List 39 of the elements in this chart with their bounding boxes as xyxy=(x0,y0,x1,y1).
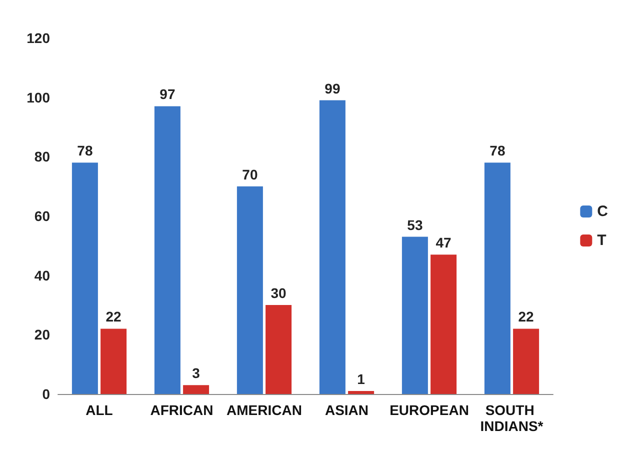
data-label: 30 xyxy=(270,285,287,301)
x-tick-label: ALL xyxy=(86,402,114,418)
data-label: 47 xyxy=(436,234,452,251)
y-tick-label: 100 xyxy=(26,89,50,106)
x-tick-label: SOUTH INDIANS* xyxy=(480,402,544,434)
y-tick-label: 60 xyxy=(34,208,50,224)
bar xyxy=(100,328,127,394)
data-label: 70 xyxy=(242,166,258,182)
bar xyxy=(402,236,428,394)
legend-label: T xyxy=(597,232,606,249)
x-tick-label: AFRICAN xyxy=(150,402,214,418)
bar xyxy=(513,328,540,394)
bar xyxy=(484,162,510,394)
x-tick-label: AMERICAN xyxy=(226,402,302,418)
y-tick-label: 0 xyxy=(42,386,50,402)
x-tick-label: EUROPEAN xyxy=(390,402,469,418)
legend-label: C xyxy=(597,203,608,220)
data-label: 53 xyxy=(407,216,423,233)
y-tick-label: 20 xyxy=(34,326,50,343)
data-label: 22 xyxy=(106,308,122,325)
y-tick-label: 80 xyxy=(34,148,50,165)
data-label: 1 xyxy=(357,371,366,388)
data-label: 78 xyxy=(490,142,506,159)
bar xyxy=(236,186,263,394)
y-tick-label: 40 xyxy=(34,267,50,284)
x-tick-label: ASIAN xyxy=(324,402,369,418)
bar xyxy=(319,100,346,394)
bar xyxy=(430,254,457,394)
data-label: 3 xyxy=(192,365,200,382)
data-label: 78 xyxy=(77,142,93,159)
data-label: 22 xyxy=(518,308,534,325)
data-label: 99 xyxy=(324,80,340,96)
bar xyxy=(72,162,98,394)
data-label: 97 xyxy=(160,86,176,102)
bar xyxy=(154,106,180,394)
bar xyxy=(266,305,292,394)
bar xyxy=(183,385,210,394)
y-tick-label: 120 xyxy=(26,30,50,46)
bar xyxy=(348,391,374,394)
